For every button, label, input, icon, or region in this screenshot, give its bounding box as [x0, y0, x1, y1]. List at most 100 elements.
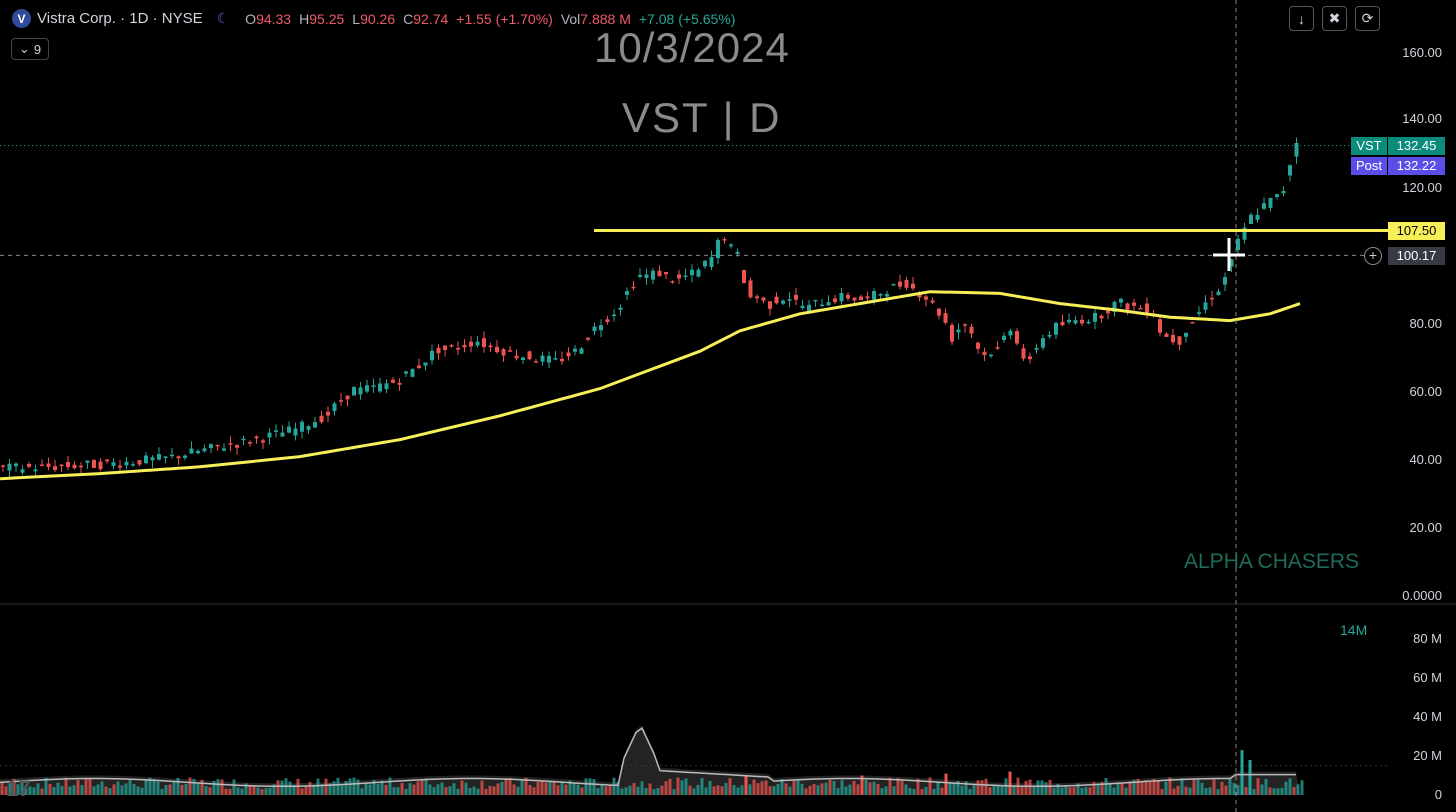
volume-bar — [168, 784, 172, 795]
volume-tick: 40 M — [1413, 709, 1442, 724]
volume-bar — [784, 783, 788, 795]
volume-bar — [636, 786, 640, 795]
volume-bar — [368, 784, 372, 795]
candle-body — [1, 465, 5, 467]
volume-bar — [36, 783, 40, 795]
candle-body — [943, 313, 948, 323]
candle-body — [1054, 322, 1058, 335]
candle-body — [163, 456, 168, 458]
resistance-price-tag[interactable]: 107.50 — [1388, 222, 1445, 240]
candle-body — [846, 294, 850, 299]
candle-body — [1047, 334, 1052, 337]
volume-bar — [228, 788, 232, 795]
volume-bar — [1184, 786, 1188, 795]
volume-bar — [1296, 784, 1300, 795]
volume-bar — [24, 788, 28, 795]
candle-body — [378, 383, 382, 392]
candle-body — [1210, 297, 1214, 300]
candle-body — [878, 293, 883, 296]
candle-body — [534, 361, 538, 363]
candle-body — [1288, 165, 1292, 176]
candle-body — [235, 445, 239, 448]
candle-body — [1158, 319, 1162, 333]
candle-body — [852, 297, 857, 301]
candle-body — [755, 296, 759, 299]
volume-bar — [8, 783, 12, 795]
candle-body — [690, 269, 694, 276]
refresh-icon[interactable]: ⟳ — [1355, 6, 1380, 31]
candle-body — [969, 326, 974, 334]
volume-bar — [556, 785, 560, 795]
volume-bar — [252, 785, 256, 795]
indicators-toggle[interactable]: ⌄ 9 — [11, 38, 49, 60]
volume-bar — [816, 785, 820, 795]
volume-bar — [468, 787, 472, 795]
volume-bar — [612, 777, 616, 795]
volume-bar — [488, 785, 492, 795]
volume-bar — [64, 777, 68, 795]
volume-bar — [60, 785, 64, 795]
volume-bar — [104, 786, 108, 795]
volume-bar — [884, 786, 888, 795]
volume-bar — [1248, 759, 1252, 795]
volume-bar — [780, 779, 784, 795]
candle-body — [703, 260, 707, 267]
candle-body — [79, 465, 83, 468]
volume-bar — [52, 786, 56, 795]
candle-body — [423, 362, 428, 366]
candle-body — [33, 469, 38, 472]
volume-bar — [1020, 786, 1024, 795]
volume-bar — [296, 778, 300, 795]
plus-circle-icon[interactable]: + — [1364, 247, 1382, 265]
candle-body — [872, 291, 876, 300]
chevron-down-icon: ⌄ — [18, 41, 30, 56]
candle-body — [352, 387, 356, 396]
moon-icon[interactable]: ☾ — [216, 10, 230, 26]
volume-tick: 0 — [1434, 787, 1442, 802]
candle-body — [40, 464, 44, 467]
candle-body — [540, 355, 545, 362]
candle-body — [410, 369, 415, 377]
candle-body — [735, 251, 740, 254]
volume-bar — [232, 779, 236, 795]
candle-body — [553, 358, 558, 360]
volume-bar — [200, 779, 204, 795]
volume-bar — [912, 789, 916, 795]
candle-body — [261, 440, 265, 443]
volume-bar — [360, 788, 364, 795]
volume-bar — [684, 778, 688, 795]
candle-body — [579, 348, 584, 354]
volume-bar — [132, 784, 136, 795]
candle-body — [911, 283, 915, 289]
fullscreen-icon[interactable]: ✖ — [1322, 6, 1347, 31]
volume-bar — [1284, 781, 1288, 795]
candle-body — [1262, 203, 1266, 209]
volume-bar — [192, 778, 196, 795]
download-icon[interactable]: ↓ — [1289, 6, 1314, 31]
candle-body — [657, 270, 662, 277]
volume-bar — [272, 784, 276, 795]
volume-bar — [632, 783, 636, 795]
volume-bar — [1192, 779, 1196, 795]
symbol-title[interactable]: Vistra Corp. · 1D · NYSE — [37, 10, 203, 27]
volume-bar — [1112, 787, 1116, 795]
volume-bar — [1108, 783, 1112, 795]
volume-bar — [548, 780, 552, 795]
candle-body — [339, 400, 343, 402]
candle-body — [670, 281, 675, 283]
candle-body — [820, 304, 824, 307]
volume-bar — [560, 782, 564, 795]
volume-bar — [508, 778, 512, 795]
post-market-label-tag: Post — [1351, 157, 1387, 175]
tradingview-logo[interactable]: 17 — [6, 776, 31, 801]
volume-bar — [772, 786, 776, 795]
volume-bar — [184, 783, 188, 795]
candle-body — [462, 344, 467, 348]
candle-body — [586, 337, 590, 340]
volume-bar — [568, 780, 572, 795]
candle-body — [306, 426, 311, 430]
volume-bar — [1216, 789, 1220, 795]
volume-bar — [116, 781, 120, 795]
candle-body — [1236, 238, 1240, 251]
